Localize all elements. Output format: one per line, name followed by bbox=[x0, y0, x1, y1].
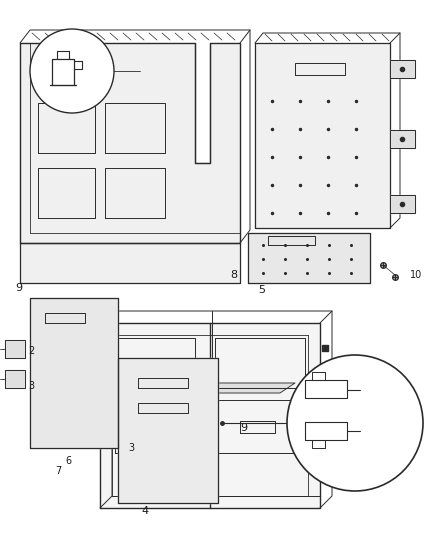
Text: 3: 3 bbox=[128, 443, 134, 453]
Polygon shape bbox=[390, 60, 415, 78]
Polygon shape bbox=[248, 233, 370, 283]
Polygon shape bbox=[20, 43, 240, 243]
Circle shape bbox=[30, 29, 114, 113]
Polygon shape bbox=[390, 195, 415, 213]
Text: 10: 10 bbox=[410, 270, 422, 280]
Polygon shape bbox=[100, 323, 320, 508]
Text: 2: 2 bbox=[28, 346, 34, 356]
Text: 1: 1 bbox=[88, 73, 94, 83]
Polygon shape bbox=[215, 383, 295, 393]
Text: 8: 8 bbox=[230, 270, 237, 280]
Polygon shape bbox=[255, 43, 390, 228]
Text: 3: 3 bbox=[28, 381, 34, 391]
Text: 11: 11 bbox=[360, 380, 372, 390]
Polygon shape bbox=[5, 370, 25, 388]
Text: 7: 7 bbox=[55, 466, 61, 476]
Polygon shape bbox=[125, 383, 185, 393]
Polygon shape bbox=[5, 340, 25, 358]
Circle shape bbox=[287, 355, 423, 491]
Text: 9: 9 bbox=[15, 283, 22, 293]
Text: 9: 9 bbox=[240, 423, 247, 433]
Text: 5: 5 bbox=[258, 285, 265, 295]
Text: 12: 12 bbox=[360, 428, 372, 438]
Polygon shape bbox=[118, 358, 218, 503]
Text: 4: 4 bbox=[141, 506, 148, 516]
Text: 6: 6 bbox=[65, 456, 71, 466]
Polygon shape bbox=[20, 243, 240, 283]
Polygon shape bbox=[30, 298, 118, 448]
Polygon shape bbox=[390, 130, 415, 148]
